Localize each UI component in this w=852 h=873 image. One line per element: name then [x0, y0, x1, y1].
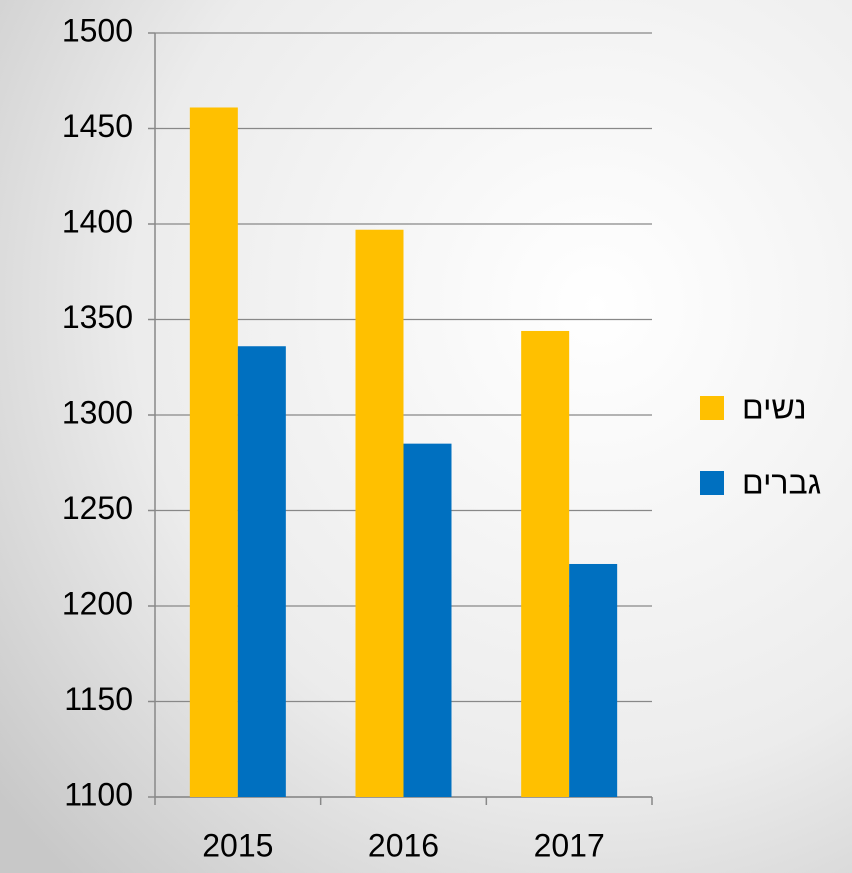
legend-swatch: [700, 471, 724, 495]
bar: [189, 107, 238, 798]
y-tick-label: 1300: [62, 394, 133, 430]
bar: [355, 229, 404, 798]
y-tick-label: 1200: [62, 585, 133, 621]
bar: [521, 330, 570, 797]
legend-swatch: [700, 396, 724, 420]
bar: [403, 443, 452, 797]
bar: [569, 563, 618, 797]
y-tick-label: 1400: [62, 203, 133, 239]
legend-label: נשים: [742, 389, 807, 425]
legend-label: גברים: [742, 464, 821, 500]
y-tick-label: 1100: [64, 776, 133, 812]
y-tick-label: 1350: [62, 299, 133, 335]
y-tick-label: 1450: [62, 108, 133, 144]
x-tick-label: 2015: [202, 827, 273, 863]
x-tick-label: 2017: [534, 827, 605, 863]
x-tick-label: 2016: [368, 827, 439, 863]
y-tick-label: 1150: [64, 681, 133, 717]
y-tick-label: 1250: [62, 490, 133, 526]
bar: [237, 346, 286, 797]
y-tick-label: 1500: [62, 12, 133, 48]
